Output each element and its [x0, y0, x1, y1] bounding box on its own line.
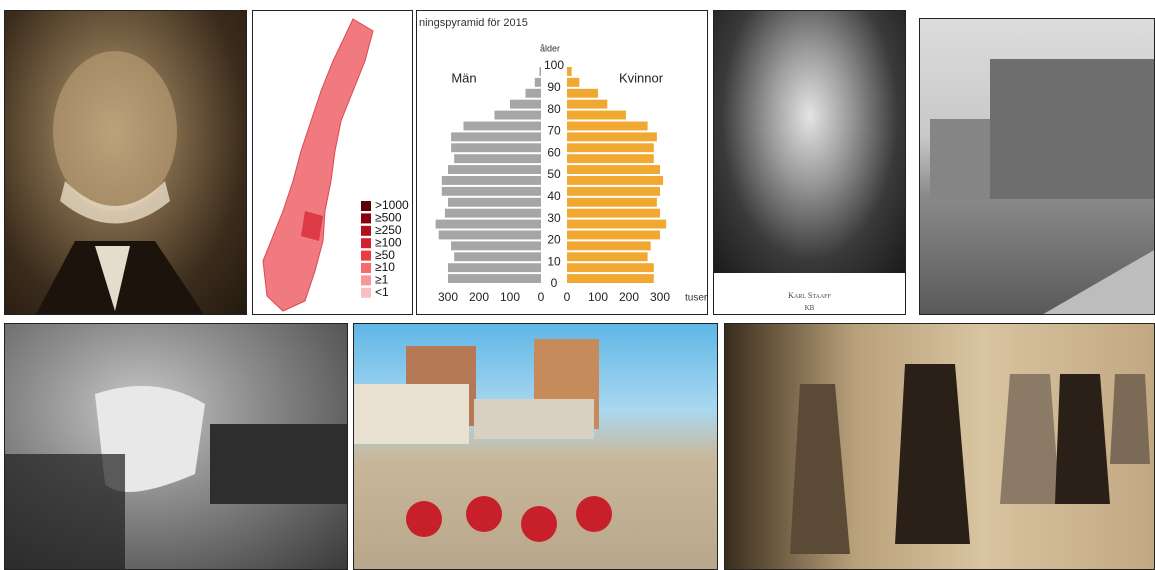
- x-tick-label: 200: [619, 290, 639, 304]
- y-tick-label: 80: [547, 102, 561, 116]
- bar: [567, 176, 663, 185]
- x-tick-label: 0: [564, 290, 571, 304]
- bar: [454, 154, 541, 163]
- y-tick-label: 10: [547, 254, 561, 268]
- legend-swatch: [361, 201, 371, 211]
- bar: [567, 263, 654, 272]
- chart-title: ningspyramid för 2015: [419, 17, 528, 29]
- bar: [567, 154, 654, 163]
- bar: [567, 220, 666, 229]
- legend-swatch: [361, 275, 371, 285]
- y-tick-label: 100: [544, 58, 564, 72]
- square-sketch: [354, 324, 718, 570]
- y-tick-label: 40: [547, 189, 561, 203]
- building-sketch: [920, 19, 1155, 315]
- bar: [510, 100, 541, 109]
- bar: [448, 165, 541, 174]
- bar: [567, 209, 660, 218]
- bar: [442, 176, 541, 185]
- bar: [451, 132, 541, 141]
- caption-name: Karl Staaff: [714, 291, 905, 300]
- y-tick-label: 20: [547, 233, 561, 247]
- bar: [439, 231, 541, 240]
- bar: [567, 89, 598, 98]
- figures-sketch: [725, 324, 1155, 570]
- bar: [448, 198, 541, 207]
- bar: [567, 274, 654, 283]
- caption-source: KB: [714, 304, 905, 312]
- portrait-photo[interactable]: [4, 10, 247, 315]
- room-sketch: [5, 324, 348, 570]
- square-photo[interactable]: [353, 323, 718, 570]
- bar: [567, 198, 657, 207]
- legend-swatch: [361, 238, 371, 248]
- x-axis-label: tuser: [685, 293, 707, 304]
- sweden-map: >1000≥500≥250≥100≥50≥10≥1<1: [253, 11, 413, 315]
- y-tick-label: 50: [547, 167, 561, 181]
- y-tick-label: 30: [547, 211, 561, 225]
- y-tick-label: 60: [547, 145, 561, 159]
- legend-label: <1: [375, 285, 389, 299]
- legend-swatch: [361, 288, 371, 298]
- y-tick-label: 90: [547, 80, 561, 94]
- portrait-card[interactable]: Karl Staaff KB: [713, 10, 906, 315]
- bar: [539, 67, 541, 76]
- room-photo[interactable]: [4, 323, 348, 570]
- bar: [526, 89, 542, 98]
- bar: [567, 241, 651, 250]
- bar: [567, 187, 660, 196]
- map-region: [301, 211, 323, 241]
- bar: [445, 209, 541, 218]
- bar: [567, 122, 648, 131]
- bar: [567, 67, 572, 76]
- x-tick-label: 300: [650, 290, 670, 304]
- y-tick-label: 70: [547, 124, 561, 138]
- bar: [451, 143, 541, 152]
- bar: [464, 122, 542, 131]
- legend-label: Män: [451, 70, 476, 85]
- legend-swatch: [361, 226, 371, 236]
- bar: [567, 78, 579, 87]
- bar: [535, 78, 541, 87]
- x-tick-label: 200: [469, 290, 489, 304]
- x-tick-label: 0: [538, 290, 545, 304]
- bar: [567, 100, 607, 109]
- bar: [436, 220, 541, 229]
- y-tick-label: 0: [551, 276, 558, 290]
- bar: [448, 263, 541, 272]
- bar: [442, 187, 541, 196]
- bar: [567, 132, 657, 141]
- bar: [567, 143, 654, 152]
- bar: [567, 252, 648, 261]
- y-axis-label: ålder: [540, 43, 560, 53]
- bar: [567, 165, 660, 174]
- walking-women-photo[interactable]: [724, 323, 1155, 570]
- bar: [567, 231, 660, 240]
- x-tick-label: 100: [588, 290, 608, 304]
- map-tile[interactable]: >1000≥500≥250≥100≥50≥10≥1<1: [252, 10, 413, 315]
- legend-swatch: [361, 251, 371, 261]
- bar: [454, 252, 541, 261]
- pyramid-tile[interactable]: ningspyramid för 2015 ålder tuser 0 10 20 30 40…: [416, 10, 708, 315]
- legend-swatch: [361, 263, 371, 273]
- x-tick-label: 100: [500, 290, 520, 304]
- bar: [495, 111, 542, 120]
- portrait-sketch: [5, 11, 247, 315]
- population-pyramid: ningspyramid för 2015 ålder tuser 0 10 20 30 40…: [417, 11, 707, 314]
- bar: [567, 111, 626, 120]
- bar: [448, 274, 541, 283]
- x-tick-label: 300: [438, 290, 458, 304]
- portrait-photo: [714, 11, 905, 273]
- legend-label: Kvinnor: [619, 70, 664, 85]
- map-shape: [263, 19, 373, 311]
- legend-swatch: [361, 213, 371, 223]
- bar: [451, 241, 541, 250]
- street-photo[interactable]: [919, 18, 1155, 315]
- image-gallery: >1000≥500≥250≥100≥50≥10≥1<1 ningspyramid…: [0, 0, 1155, 570]
